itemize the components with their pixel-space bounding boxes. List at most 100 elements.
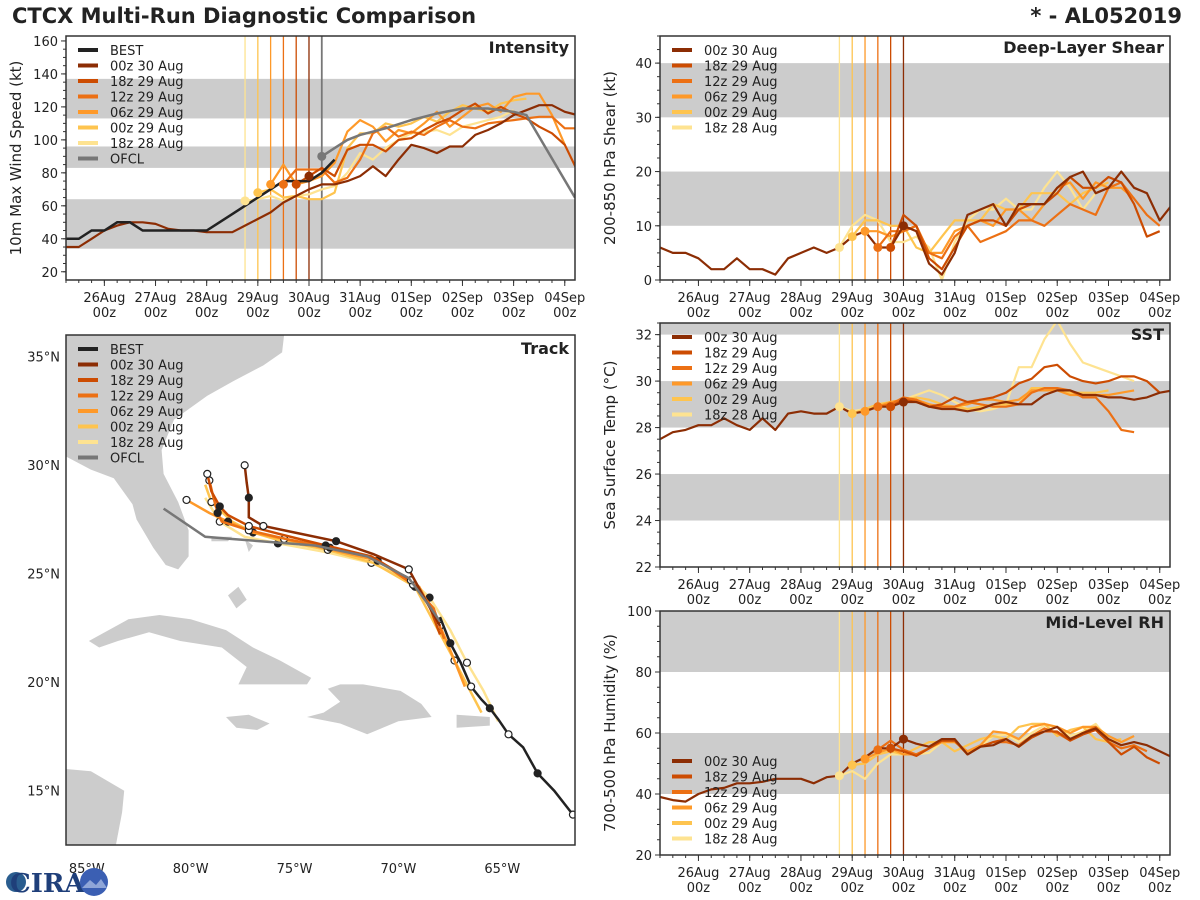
series-line-00z-30-Aug bbox=[660, 170, 1170, 276]
land-cuba bbox=[88, 615, 312, 685]
chart-intensity: 2040608010012014016026Aug00z27Aug00z28Au… bbox=[7, 35, 585, 321]
x-tick-label: 00z bbox=[1148, 306, 1172, 321]
legend-label: 12z 29 Aug bbox=[704, 786, 778, 801]
panel-title: Deep-Layer Shear bbox=[1003, 38, 1164, 57]
x-tick-label: 30Aug bbox=[882, 866, 924, 881]
x-tick-label: 00z bbox=[789, 306, 813, 321]
legend-label: 00z 29 Aug bbox=[704, 106, 778, 121]
y-tick-label: 26 bbox=[635, 468, 652, 483]
y-tick-label: 32 bbox=[635, 329, 652, 344]
plot-frame bbox=[659, 322, 1171, 568]
init-marker bbox=[898, 397, 908, 407]
ofcl-line bbox=[321, 107, 575, 199]
land-puerto-rico bbox=[456, 714, 490, 728]
legend-label: 00z 29 Aug bbox=[704, 393, 778, 408]
track-line-00z-30-Aug bbox=[243, 465, 442, 627]
y-tick-label: 28 bbox=[635, 422, 652, 437]
legend-label: 12z 29 Aug bbox=[110, 390, 184, 405]
init-marker bbox=[847, 760, 857, 770]
track-point bbox=[203, 469, 212, 478]
init-marker bbox=[304, 171, 314, 181]
x-tick-label: 31Aug bbox=[934, 866, 976, 881]
track-line-18z-29-Aug bbox=[206, 473, 442, 635]
land-hispaniola bbox=[307, 684, 432, 735]
y-tick-label: 20 bbox=[635, 849, 652, 864]
x-tick-label: 00z bbox=[400, 306, 424, 321]
x-tick-label: 00z bbox=[687, 593, 711, 608]
legend-label: 12z 29 Aug bbox=[110, 91, 184, 106]
x-tick-label: 00z bbox=[841, 881, 865, 896]
legend-label: 06z 29 Aug bbox=[110, 405, 184, 420]
series-line-12z-29-Aug bbox=[876, 181, 1161, 260]
x-tick-label: 01Sep bbox=[985, 866, 1026, 881]
x-tick-label: 27Aug bbox=[729, 578, 771, 593]
y-tick-label: 80 bbox=[41, 167, 58, 182]
x-tick-label: 02Sep bbox=[442, 291, 483, 306]
x-tick-label: 00z bbox=[1148, 881, 1172, 896]
y-tick-label: 40 bbox=[41, 233, 58, 248]
lat-tick-label: 30°N bbox=[27, 459, 60, 474]
init-marker bbox=[898, 734, 908, 744]
x-tick-label: 01Sep bbox=[985, 578, 1026, 593]
x-tick-label: 00z bbox=[738, 881, 762, 896]
y-tick-label: 30 bbox=[635, 375, 652, 390]
x-tick-label: 26Aug bbox=[677, 291, 719, 306]
series-line-12z-29-Aug bbox=[282, 115, 575, 186]
legend-label: BEST bbox=[110, 44, 143, 59]
x-tick-label: 00z bbox=[1097, 881, 1121, 896]
series-line-06z-29-Aug bbox=[269, 92, 566, 186]
x-tick-label: 00z bbox=[738, 306, 762, 321]
x-tick-label: 26Aug bbox=[677, 866, 719, 881]
x-tick-label: 00z bbox=[943, 881, 967, 896]
x-tick-label: 28Aug bbox=[186, 291, 228, 306]
globe-icon bbox=[6, 872, 26, 892]
init-marker bbox=[886, 743, 896, 753]
legend-label: 18z 28 Aug bbox=[704, 122, 778, 137]
y-tick-label: 24 bbox=[635, 515, 652, 530]
land-jamaica bbox=[226, 714, 270, 730]
lon-tick-label: 80°W bbox=[173, 862, 209, 877]
x-tick-label: 26Aug bbox=[83, 291, 125, 306]
y-axis-label: 200-850 hPa Shear (kt) bbox=[601, 71, 619, 245]
y-tick-label: 100 bbox=[33, 134, 58, 149]
x-tick-label: 00z bbox=[348, 306, 372, 321]
chart-sst: 22242628303226Aug00z27Aug00z28Aug00z29Au… bbox=[601, 322, 1180, 608]
figure-title: CTCX Multi-Run Diagnostic Comparison bbox=[12, 4, 477, 28]
init-marker bbox=[860, 226, 870, 236]
x-tick-label: 03Sep bbox=[1088, 866, 1129, 881]
best-track-line bbox=[66, 158, 336, 241]
init-marker bbox=[291, 179, 301, 189]
ofcl-init-marker bbox=[317, 151, 327, 161]
chart-rh: 2040608010026Aug00z27Aug00z28Aug00z29Aug… bbox=[601, 605, 1180, 896]
legend-label: 18z 29 Aug bbox=[110, 374, 184, 389]
x-tick-label: 00z bbox=[1046, 593, 1070, 608]
lat-tick-label: 20°N bbox=[27, 676, 60, 691]
x-tick-label: 00z bbox=[1097, 306, 1121, 321]
y-tick-label: 40 bbox=[635, 788, 652, 803]
y-tick-label: 80 bbox=[635, 666, 652, 681]
x-tick-label: 29Aug bbox=[831, 578, 873, 593]
best-track-point bbox=[467, 682, 476, 691]
init-marker bbox=[873, 242, 883, 252]
land-bahamas-andros bbox=[228, 586, 247, 609]
x-tick-label: 31Aug bbox=[934, 291, 976, 306]
init-marker bbox=[834, 402, 844, 412]
chart-shear: 01020304026Aug00z27Aug00z28Aug00z29Aug00… bbox=[601, 35, 1180, 321]
track-point bbox=[244, 493, 253, 502]
init-marker bbox=[266, 179, 276, 189]
land-central-america bbox=[66, 769, 125, 845]
track-point bbox=[259, 521, 268, 531]
x-tick-label: 00z bbox=[451, 306, 475, 321]
x-tick-label: 00z bbox=[144, 306, 168, 321]
track-point bbox=[215, 502, 224, 511]
y-tick-label: 20 bbox=[635, 166, 652, 181]
best-track-point bbox=[568, 810, 575, 819]
x-tick-label: 03Sep bbox=[1088, 291, 1129, 306]
best-track-point bbox=[485, 704, 494, 713]
lon-tick-label: 65°W bbox=[484, 862, 520, 877]
x-tick-label: 00z bbox=[994, 593, 1018, 608]
init-marker bbox=[834, 242, 844, 252]
series-line-00z-30-Aug bbox=[660, 725, 1170, 803]
threshold-band bbox=[660, 474, 1170, 521]
threshold-band bbox=[660, 611, 1170, 672]
